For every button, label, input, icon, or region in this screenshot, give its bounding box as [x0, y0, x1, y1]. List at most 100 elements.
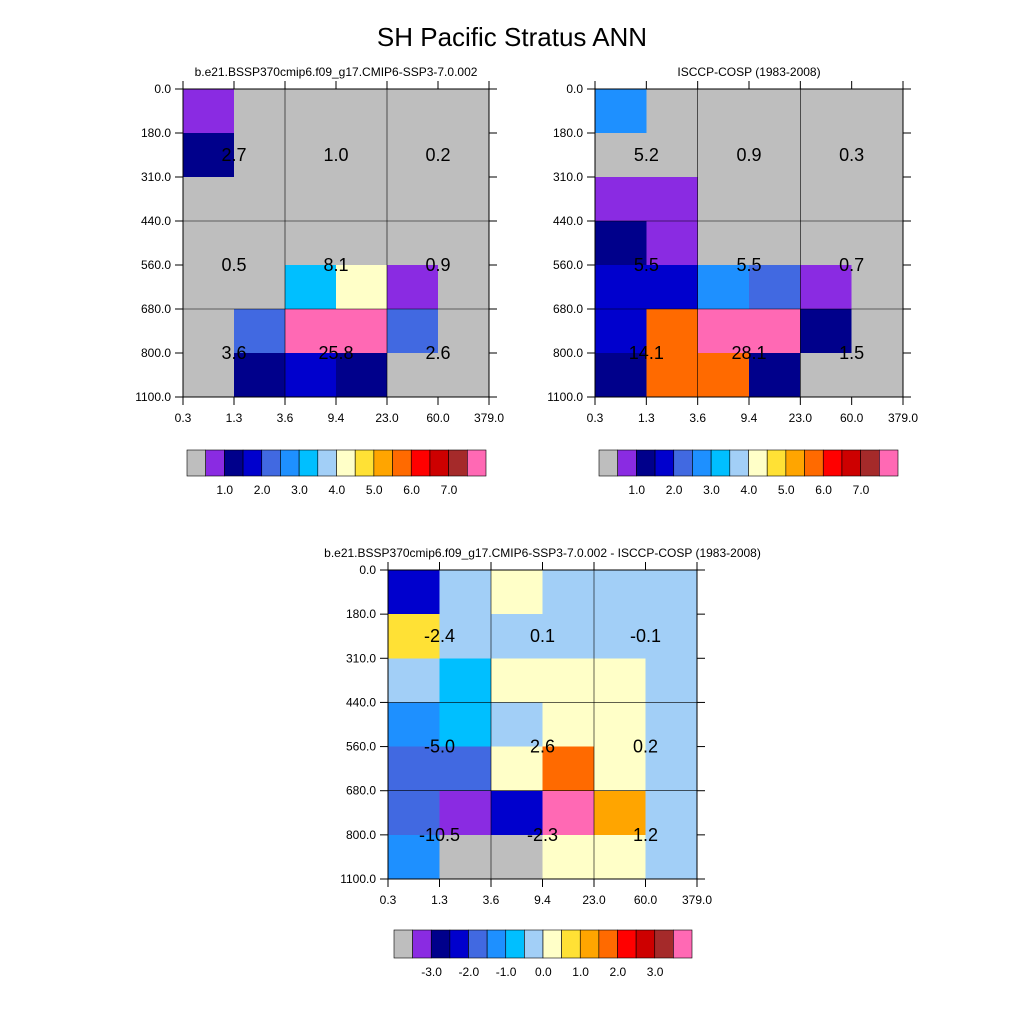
panel-2: ISCCP-COSP (1983-2008) 0.0 180.0 310.0 440.0…	[547, 65, 918, 497]
colorbar-swatch	[579, 929, 600, 959]
heatmap-cell	[542, 614, 595, 659]
heatmap-cell	[387, 89, 439, 134]
heatmap-cell	[234, 265, 286, 310]
heatmap-cell	[749, 177, 801, 222]
cell-value-label: 25.8	[318, 343, 353, 363]
heatmap-cell	[697, 265, 750, 310]
cell-value-label: 5.5	[634, 255, 659, 275]
heatmap-cell	[542, 834, 595, 880]
heatmap-cell	[645, 570, 698, 615]
heatmap-cell	[285, 221, 337, 266]
colorbar-swatch	[561, 929, 581, 959]
cell-value-label: 0.7	[839, 255, 864, 275]
colorbar-swatch	[261, 449, 281, 477]
colorbar: 1.0 2.0 3.0 4.0 5.0 6.0 7.0	[598, 449, 899, 497]
heatmap-cell	[646, 309, 699, 354]
y-tick-label: 560.0	[141, 258, 171, 272]
heatmap-cell	[285, 309, 337, 354]
heatmap-cell	[594, 614, 647, 659]
heatmap-cell	[336, 309, 388, 354]
colorbar-tick-label: 0.0	[535, 965, 552, 979]
colorbar-swatch	[186, 449, 206, 477]
heatmap-cell	[387, 265, 439, 310]
cell-value-label: 2.7	[221, 145, 246, 165]
colorbar-swatch	[524, 929, 544, 959]
colorbar-swatch	[393, 929, 413, 959]
colorbar-swatch	[542, 929, 562, 959]
heatmap-cell	[388, 702, 441, 748]
colorbar-swatch	[412, 929, 432, 959]
heatmap-cell	[646, 133, 699, 178]
heatmap-cell	[800, 89, 853, 134]
heatmap-cell	[749, 89, 801, 134]
colorbar-swatch	[729, 449, 749, 477]
colorbar-swatch	[766, 449, 787, 477]
y-tick-label: 680.0	[346, 784, 376, 798]
heatmap-cell	[594, 790, 647, 836]
heatmap-cell	[285, 353, 337, 398]
heatmap-cell	[388, 834, 441, 880]
y-tick-label: 0.0	[359, 563, 376, 577]
y-tick-label: 310.0	[553, 170, 583, 184]
colorbar-swatch	[673, 929, 693, 959]
cell-value-label: -5.0	[424, 737, 455, 757]
colorbar-swatch	[841, 449, 861, 477]
cell-value-label: 0.3	[839, 145, 864, 165]
colorbar-tick-label: 7.0	[853, 483, 870, 497]
heatmap-cell	[438, 309, 490, 354]
heatmap-cell	[749, 221, 801, 266]
cell-value-label: -2.4	[424, 626, 455, 646]
cell-value-label: 0.5	[221, 255, 246, 275]
heatmap-cell	[697, 177, 750, 222]
heatmap-cell	[595, 133, 647, 178]
heatmap-cell	[800, 353, 853, 398]
cell-value-label: 5.2	[634, 145, 659, 165]
colorbar-swatch	[822, 449, 843, 477]
heatmap-cell	[439, 746, 492, 792]
cell-value-label: 1.0	[323, 145, 348, 165]
heatmap-cell	[183, 89, 235, 134]
colorbar-swatch	[673, 449, 693, 477]
y-tick-label: 680.0	[553, 302, 583, 316]
colorbar-swatch	[373, 449, 393, 477]
colorbar-tick-label: 1.0	[572, 965, 589, 979]
heatmap-cell	[234, 133, 286, 178]
heatmap-cell	[285, 133, 337, 178]
heatmap-cell	[387, 353, 439, 398]
y-tick-label: 180.0	[553, 126, 583, 140]
figure-title: SH Pacific Stratus ANN	[377, 22, 647, 52]
heatmap-cell	[749, 309, 801, 354]
colorbar-swatch	[505, 929, 525, 959]
cell-value-label: 28.1	[731, 343, 766, 363]
cell-value-label: 2.6	[530, 737, 555, 757]
colorbar-tick-label: 5.0	[366, 483, 383, 497]
heatmap-cell	[800, 133, 853, 178]
x-tick-label: 1.3	[638, 411, 655, 425]
x-tick-label: 9.4	[328, 411, 345, 425]
heatmap-cell	[491, 790, 544, 836]
heatmap-cell	[594, 834, 647, 880]
heatmap-cell	[439, 658, 492, 704]
heatmap-cell	[336, 265, 388, 310]
y-tick-label: 1100.0	[547, 390, 583, 404]
colorbar-swatch	[748, 449, 768, 477]
colorbar-tick-label: 3.0	[291, 483, 308, 497]
heatmap-cell	[388, 658, 441, 704]
heatmap-cell	[800, 309, 853, 354]
colorbar-swatch	[692, 449, 712, 477]
x-tick-label: 60.0	[426, 411, 450, 425]
colorbar-swatch	[392, 449, 412, 477]
heatmap-cell	[439, 614, 492, 659]
heatmap-cell	[697, 133, 750, 178]
cell-value-label: -0.1	[630, 626, 661, 646]
x-tick-label: 3.6	[689, 411, 706, 425]
colorbar-swatch	[468, 929, 488, 959]
colorbar-swatch	[598, 929, 618, 959]
colorbar-swatch	[298, 449, 319, 477]
cell-value-label: 0.1	[530, 626, 555, 646]
heatmap-cell	[646, 265, 699, 310]
colorbar-tick-label: -1.0	[496, 965, 517, 979]
heatmap-cell	[388, 746, 441, 792]
colorbar-swatch	[598, 449, 618, 477]
heatmap-cell	[646, 221, 699, 266]
